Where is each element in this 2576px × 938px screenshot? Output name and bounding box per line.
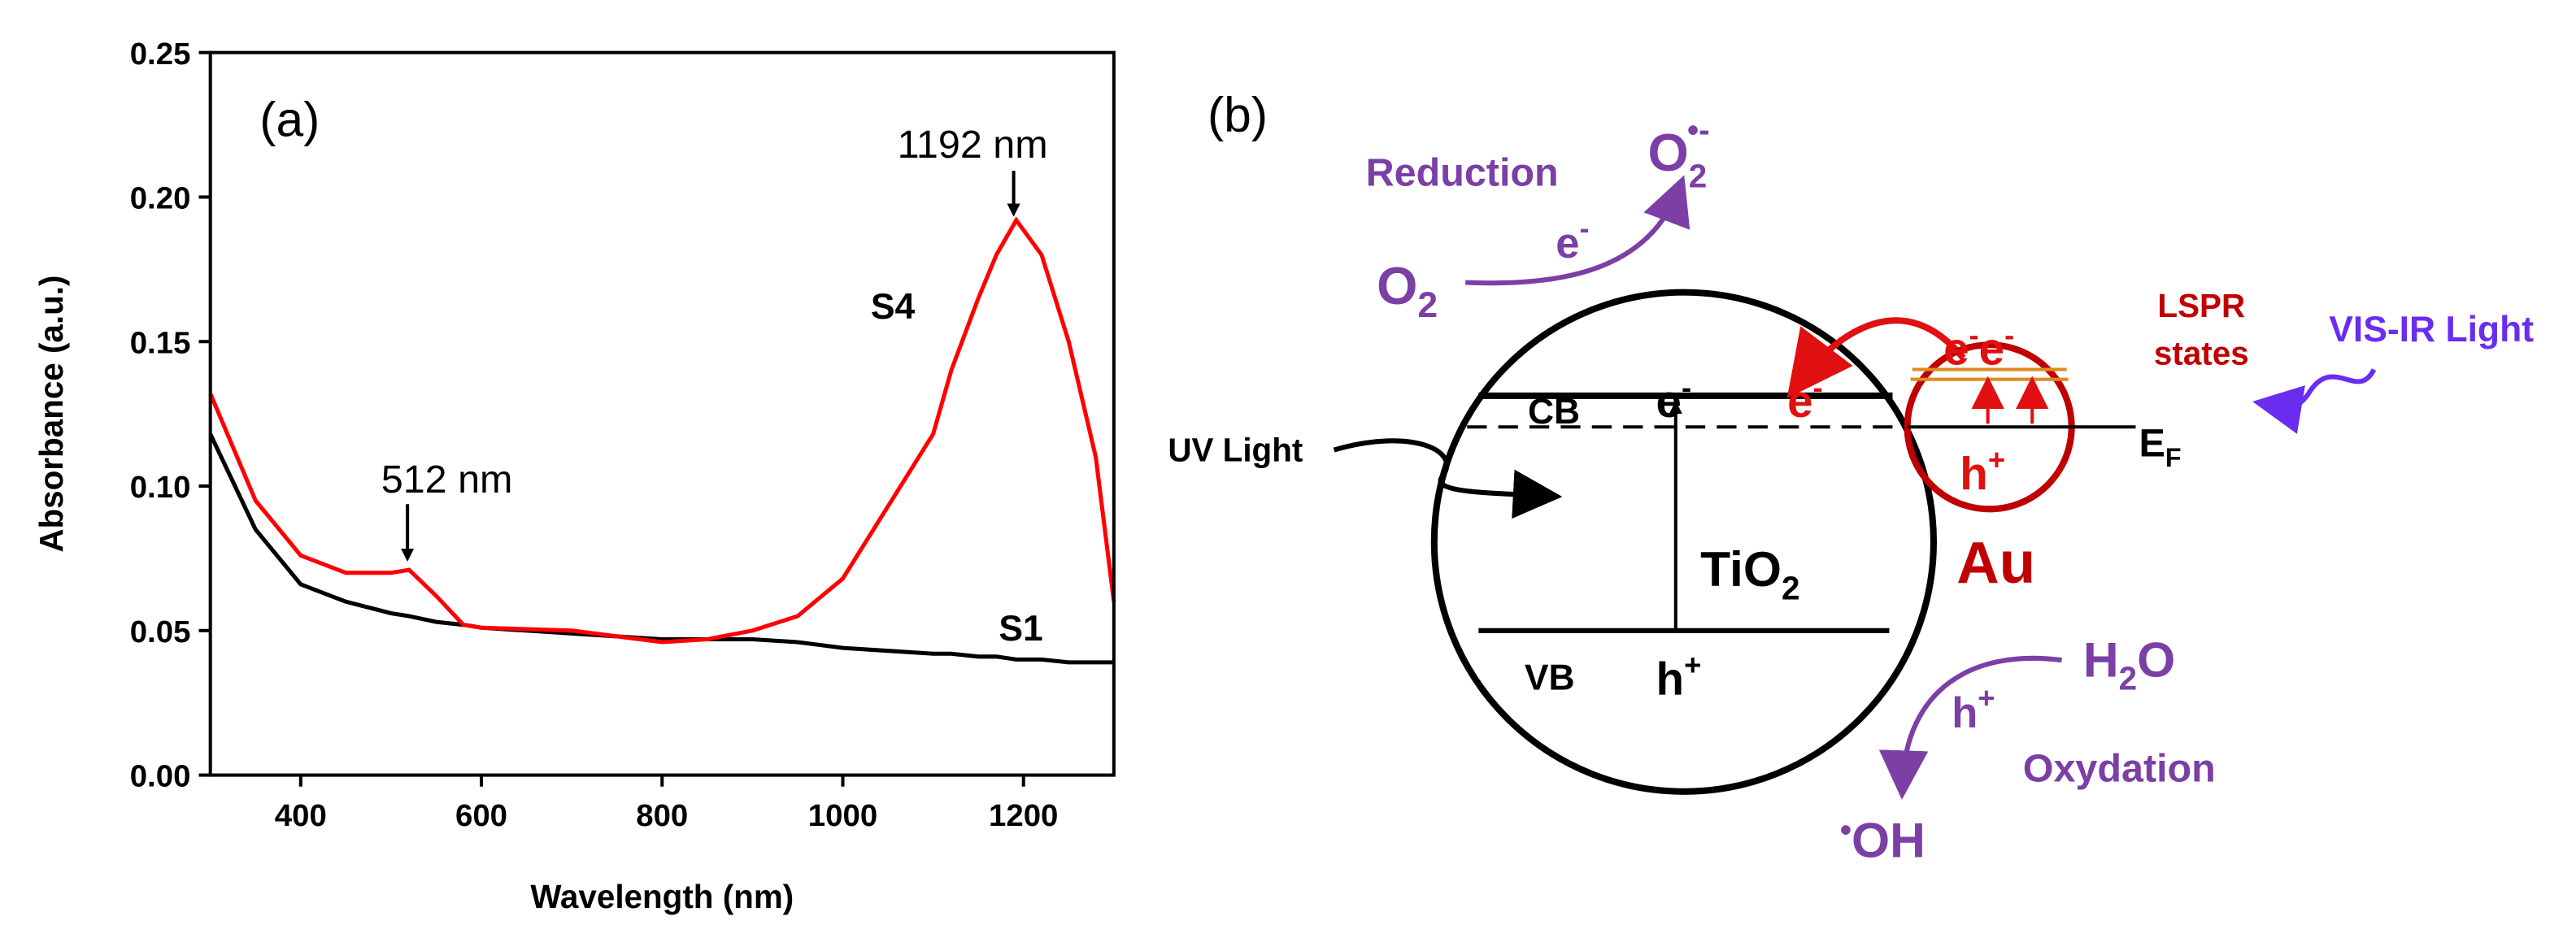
- cb-label: CB: [1528, 392, 1580, 432]
- charge: +: [1988, 443, 2005, 476]
- symbol: h: [1952, 689, 1978, 737]
- panel-label: (b): [1208, 87, 1268, 142]
- panel-label: (a): [259, 92, 320, 147]
- x-tick-label: 400: [275, 798, 327, 833]
- charge: -: [1682, 371, 1691, 404]
- x-tick-label: 800: [636, 798, 688, 833]
- x-axis-title: Wavelength (nm): [530, 878, 794, 915]
- subscript: 2: [1689, 157, 1707, 194]
- symbol: O: [1377, 256, 1417, 315]
- annotation: 1192 nm: [898, 123, 1048, 167]
- vb-hole: h+: [1656, 648, 1702, 704]
- oxygen: O2: [1377, 256, 1438, 325]
- radical-dot: •: [1840, 810, 1852, 848]
- subscript: 2: [2119, 660, 2137, 697]
- line: states: [2154, 335, 2249, 372]
- transfer-arrow: [1786, 317, 1966, 399]
- cb-electron: e-: [1656, 371, 1692, 427]
- chart-panel: 0.00 0.05 0.10 0.15 0.20 0.25 400 600 800 1000 120…: [33, 37, 1116, 915]
- series-label: S4: [871, 287, 916, 327]
- symbol: O: [2137, 632, 2175, 687]
- line: [208, 432, 1114, 665]
- charge: +: [1978, 681, 1995, 714]
- y-axis-title: Absorbance (a.u.): [33, 276, 70, 553]
- vis-ir-label: VIS-IR Light: [2329, 310, 2534, 350]
- light-arrow: [2252, 368, 2377, 434]
- symbol: e: [1656, 376, 1682, 427]
- fermi-label: EF: [2139, 422, 2182, 472]
- x-tick-label: 600: [455, 798, 507, 833]
- y-tick-label: 0.25: [130, 37, 191, 72]
- y-tick-label: 0.20: [130, 181, 191, 216]
- water: H2O: [2083, 632, 2175, 697]
- symbol: TiO: [1700, 541, 1782, 597]
- oxidation-hole: h+: [1952, 681, 1995, 737]
- reduction-arrow: [1465, 175, 1690, 286]
- charge: +: [1684, 648, 1701, 681]
- uv-arrow: [1333, 438, 1563, 519]
- charge: -: [1969, 318, 1979, 351]
- subscript: 2: [1782, 569, 1799, 606]
- series-label: S1: [999, 609, 1042, 649]
- symbol: OH: [1852, 813, 1925, 868]
- diagram: (b) CB e- e- e-e- h+ EF LSPR states VIS-I…: [1168, 87, 2534, 868]
- symbol: e: [1979, 324, 2004, 375]
- symbol: E: [2139, 422, 2165, 466]
- oxidation-arrow: [1878, 655, 2062, 800]
- y-tick-label: 0.10: [130, 470, 191, 505]
- y-tick-label: 0.00: [130, 759, 191, 794]
- symbol: H: [2083, 632, 2119, 687]
- symbol: O: [1647, 123, 1688, 182]
- vb-label: VB: [1525, 658, 1575, 698]
- y-tick-label: 0.05: [130, 614, 191, 649]
- lspr-label: LSPR states: [2154, 287, 2249, 372]
- subscript: F: [2165, 443, 2182, 472]
- hydroxyl: •OH: [1840, 810, 1925, 867]
- annotation: 512 nm: [381, 458, 513, 502]
- charge: -: [2004, 318, 2014, 351]
- charge: -: [1580, 211, 1590, 245]
- oxidation-label: Oxydation: [2023, 747, 2216, 791]
- superoxide: O2 •-: [1647, 111, 1709, 195]
- symbol: h: [1656, 654, 1685, 705]
- au-electrons: e-e-: [1943, 318, 2014, 374]
- charge: -: [1813, 371, 1823, 404]
- tio2-particle: [1430, 289, 1938, 795]
- reduction-electron: e-: [1556, 211, 1589, 267]
- line: LSPR: [2157, 287, 2245, 324]
- line: [208, 216, 1116, 645]
- au-hole: h+: [1960, 443, 2005, 499]
- au-label: Au: [1956, 530, 2035, 596]
- x-tick-label: 1000: [808, 798, 877, 833]
- tio2-label: TiO2: [1700, 541, 1799, 606]
- uv-label: UV Light: [1168, 432, 1303, 469]
- x-tick-label: 1200: [989, 798, 1058, 833]
- charge: •-: [1687, 111, 1710, 149]
- subscript: 2: [1417, 285, 1438, 325]
- symbol: e: [1943, 324, 1969, 375]
- symbol: e: [1556, 219, 1579, 267]
- plot-frame: [208, 50, 1116, 777]
- y-tick-label: 0.15: [130, 325, 191, 360]
- symbol: h: [1960, 448, 1988, 499]
- reduction-label: Reduction: [1366, 150, 1559, 194]
